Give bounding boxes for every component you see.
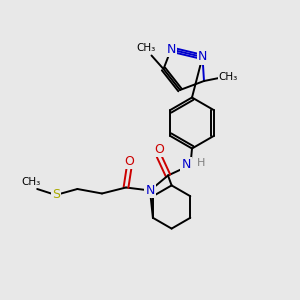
- Text: O: O: [124, 155, 134, 168]
- Text: CH₃: CH₃: [21, 177, 40, 187]
- Text: N: N: [166, 43, 176, 56]
- Text: H: H: [197, 158, 205, 169]
- Text: N: N: [145, 184, 155, 197]
- Text: S: S: [52, 188, 60, 202]
- Text: CH₃: CH₃: [136, 43, 155, 53]
- Text: N: N: [198, 50, 207, 64]
- Text: O: O: [154, 143, 164, 156]
- Text: CH₃: CH₃: [218, 71, 238, 82]
- Text: N: N: [181, 158, 191, 172]
